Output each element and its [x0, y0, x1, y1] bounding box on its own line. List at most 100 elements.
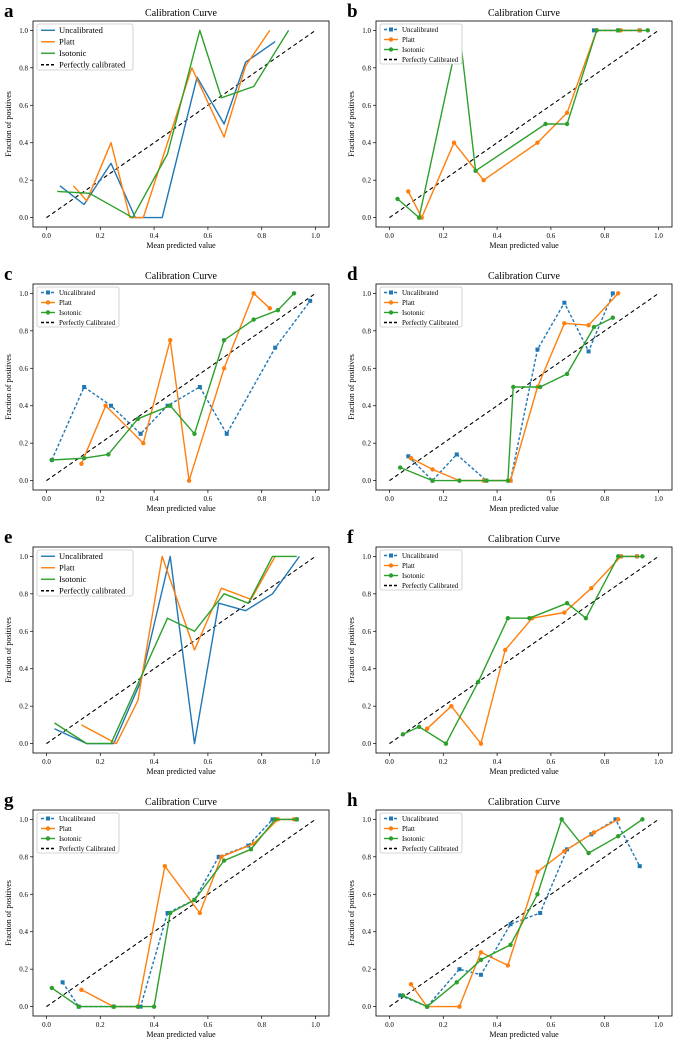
- chart-title: Calibration Curve: [145, 797, 217, 808]
- marker-platt: [591, 830, 597, 835]
- plot-frame: [32, 546, 330, 754]
- marker-platt: [408, 455, 414, 461]
- marker-platt: [168, 337, 173, 343]
- legend: Uncalibrated Platt Isotonic Perfectly Calib…: [379, 549, 463, 591]
- y-tick-label: 1.0: [362, 816, 371, 824]
- x-tick-label: 0.8: [257, 495, 266, 503]
- marker-isotonic: [49, 457, 55, 463]
- x-tick-label: 0.4: [493, 495, 502, 503]
- marker-platt: [221, 366, 227, 371]
- marker-isotonic: [416, 215, 422, 220]
- marker-isotonic: [454, 980, 459, 985]
- y-tick-label: 0.6: [19, 102, 28, 110]
- marker-isotonic: [615, 28, 621, 33]
- y-tick-label: 0.8: [362, 590, 371, 598]
- marker-uncalibrated: [478, 972, 483, 977]
- y-tick-label: 0.6: [362, 628, 371, 636]
- marker-platt: [535, 140, 540, 145]
- y-tick-label: 1.0: [362, 27, 371, 35]
- legend: Uncalibrated Platt Isotonic Perfectly Calib…: [379, 812, 463, 854]
- y-tick-label: 0.0: [362, 1003, 371, 1011]
- y-tick-label: 0.6: [362, 891, 371, 899]
- marker-isotonic: [594, 28, 599, 33]
- x-tick-label: 0.2: [439, 495, 448, 503]
- marker-isotonic: [221, 858, 227, 863]
- marker-isotonic: [505, 478, 511, 483]
- y-tick-label: 0.6: [19, 891, 28, 899]
- y-axis-label: Fraction of positives: [347, 880, 356, 946]
- calibration-panel-c: c Calibration Curve 0.0 0.2 0.4 0.6 0.8 1.0 0.0 0…: [0, 263, 342, 525]
- marker-isotonic: [537, 384, 543, 390]
- chart-title: Calibration Curve: [488, 271, 560, 282]
- x-tick-label: 0.0: [42, 232, 51, 240]
- x-tick-label: 1.0: [311, 758, 320, 766]
- marker-platt: [564, 110, 570, 115]
- legend: Uncalibrated Platt Isotonic Perfectly Calib…: [379, 286, 463, 328]
- chart-title: Calibration Curve: [145, 8, 217, 19]
- x-tick-label: 0.0: [385, 1021, 394, 1029]
- legend-label: Isotonic: [59, 48, 87, 58]
- y-tick-label: 0.2: [19, 177, 28, 185]
- legend-marker: [45, 836, 51, 841]
- series-line-isotonic: [57, 29, 290, 219]
- perfect-calibration-line: [389, 555, 659, 745]
- y-tick-label: 0.0: [19, 1003, 28, 1011]
- y-tick-label: 0.2: [362, 966, 371, 974]
- x-tick-label: 0.0: [42, 495, 51, 503]
- marker-isotonic: [275, 308, 281, 313]
- legend-label: Isotonic: [59, 309, 82, 317]
- y-axis-label: Fraction of positives: [4, 880, 13, 946]
- marker-uncalibrated: [406, 454, 411, 459]
- calibration-chart-c: c Calibration Curve 0.0 0.2 0.4 0.6 0.8 1.0 0.0 0…: [4, 264, 330, 513]
- legend: Uncalibrated Platt Isotonic Perfectly Calib…: [36, 286, 120, 328]
- marker-isotonic: [248, 847, 254, 852]
- marker-platt: [186, 478, 192, 483]
- marker-isotonic: [564, 371, 570, 377]
- marker-isotonic: [192, 431, 197, 437]
- legend-box: [36, 286, 120, 328]
- legend-label: Perfectly Calibrated: [402, 582, 459, 590]
- panel-letter: g: [4, 790, 14, 811]
- calibration-chart-a: a Calibration Curve 0.0 0.2 0.4 0.6 0.8 1.0 0.0 0…: [4, 1, 330, 250]
- series-line-uncalibrated: [59, 41, 276, 219]
- marker-isotonic: [168, 910, 173, 916]
- y-axis-label: Fraction of positives: [4, 91, 13, 157]
- marker-platt: [251, 291, 256, 296]
- marker-isotonic: [508, 942, 513, 948]
- marker-isotonic: [478, 957, 484, 963]
- panel-letter: f: [347, 527, 354, 548]
- marker-isotonic: [640, 554, 645, 559]
- calibration-chart-e: e Calibration Curve 0.0 0.2 0.4 0.6 0.8 1.0 0.0 0…: [4, 527, 330, 776]
- x-tick-label: 0.8: [600, 758, 609, 766]
- legend-marker: [45, 310, 51, 315]
- y-tick-label: 0.4: [362, 139, 371, 147]
- y-tick-label: 0.4: [19, 139, 28, 147]
- panel-letter: d: [347, 264, 358, 285]
- y-tick-label: 1.0: [19, 553, 28, 561]
- legend-label: Perfectly Calibrated: [402, 845, 459, 853]
- x-tick-label: 0.8: [600, 495, 609, 503]
- y-tick-label: 0.4: [362, 402, 371, 410]
- legend-marker: [389, 27, 393, 32]
- legend-label: Uncalibrated: [402, 289, 439, 297]
- marker-platt: [562, 321, 567, 326]
- y-tick-label: 1.0: [362, 290, 371, 298]
- legend-label: Platt: [59, 825, 72, 833]
- marker-isotonic: [221, 337, 227, 343]
- x-tick-label: 0.4: [150, 495, 159, 503]
- marker-uncalibrated: [109, 403, 114, 408]
- legend-label: Perfectly calibrated: [59, 585, 126, 595]
- marker-isotonic: [564, 121, 570, 127]
- y-tick-label: 0.6: [19, 365, 28, 373]
- x-tick-label: 0.6: [547, 232, 556, 240]
- legend-marker: [388, 47, 394, 52]
- legend: Uncalibrated Platt Isotonic Perfectly Calib…: [379, 23, 463, 65]
- marker-isotonic: [511, 384, 516, 390]
- x-tick-label: 0.4: [493, 758, 502, 766]
- marker-isotonic: [443, 741, 449, 746]
- legend-label: Perfectly Calibrated: [59, 319, 116, 327]
- calibration-panel-a: a Calibration Curve 0.0 0.2 0.4 0.6 0.8 1.0 0.0 0…: [0, 0, 342, 262]
- marker-platt: [141, 440, 146, 446]
